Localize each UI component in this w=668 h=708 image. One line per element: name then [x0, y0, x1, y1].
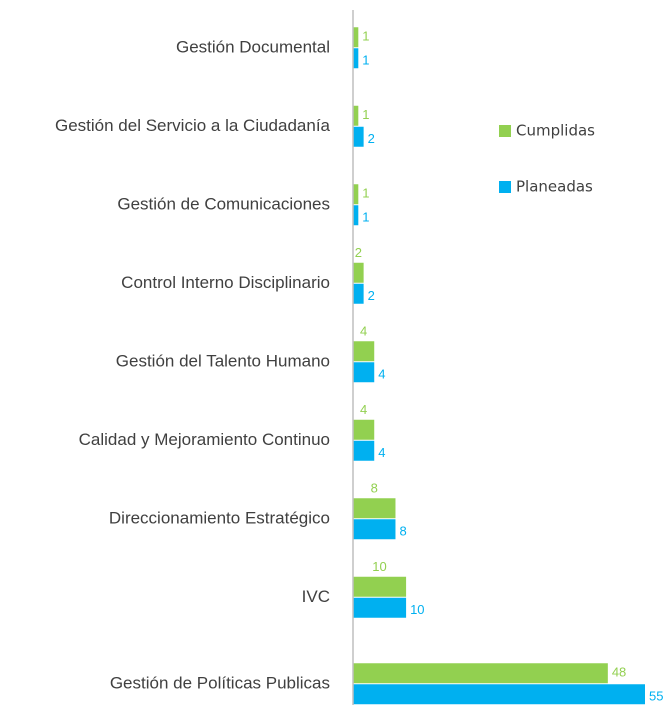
value-label: 1	[362, 29, 369, 44]
bar	[353, 48, 359, 69]
value-label: 4	[360, 402, 367, 417]
bar	[353, 663, 608, 684]
bar	[353, 184, 359, 205]
category-label: Direccionamiento Estratégico	[109, 509, 330, 528]
value-label: 8	[399, 524, 406, 539]
bar	[353, 576, 407, 597]
bar	[353, 362, 375, 383]
legend-label: Cumplidas	[516, 122, 595, 140]
category-label: Gestión de Comunicaciones	[117, 195, 330, 214]
bar	[353, 205, 359, 226]
value-label: 10	[372, 559, 386, 574]
bar	[353, 597, 407, 618]
value-label: 2	[368, 131, 375, 146]
bar	[353, 341, 375, 362]
legend-swatch	[499, 125, 511, 137]
value-label: 1	[362, 210, 369, 225]
value-label: 2	[368, 288, 375, 303]
bar	[353, 126, 364, 147]
value-label: 4	[360, 324, 367, 339]
legend-label: Planeadas	[516, 178, 593, 196]
category-label: Gestión del Servicio a la Ciudadanía	[55, 116, 331, 135]
bar	[353, 498, 396, 519]
value-label: 10	[410, 602, 424, 617]
category-label: Gestión de Políticas Publicas	[110, 674, 330, 693]
bar	[353, 283, 364, 304]
value-label: 48	[612, 665, 626, 680]
value-label: 1	[362, 186, 369, 201]
category-label: Control Interno Disciplinario	[121, 273, 330, 292]
bar	[353, 684, 645, 705]
value-label: 4	[378, 445, 385, 460]
category-label: IVC	[302, 587, 330, 606]
category-label: Gestión Documental	[176, 38, 330, 57]
bar	[353, 262, 364, 283]
value-label: 4	[378, 367, 385, 382]
category-label: Gestión del Talento Humano	[116, 352, 330, 371]
value-label: 55	[649, 689, 663, 704]
category-label: Calidad y Mejoramiento Continuo	[79, 430, 330, 449]
value-label: 2	[355, 245, 362, 260]
bar	[353, 519, 396, 540]
value-label: 1	[362, 107, 369, 122]
bar	[353, 105, 359, 126]
bar	[353, 440, 375, 461]
legend-swatch	[499, 181, 511, 193]
value-label: 1	[362, 53, 369, 68]
bar	[353, 419, 375, 440]
value-label: 8	[371, 481, 378, 496]
bar	[353, 27, 359, 48]
